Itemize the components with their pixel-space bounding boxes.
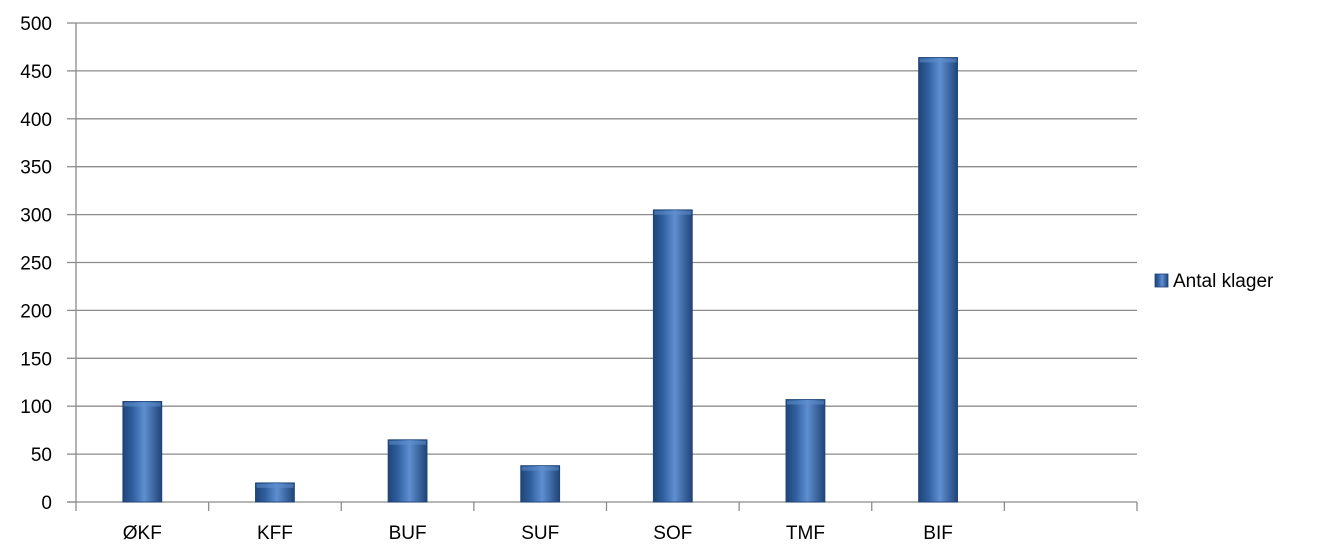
y-tick-label: 100 — [20, 397, 52, 418]
x-tick-labels: ØKF KFF BUF SUF SOF TMF BIF — [123, 523, 953, 544]
gridlines — [76, 22, 1137, 455]
bar-bevel — [123, 402, 161, 407]
bars — [122, 57, 958, 503]
y-tick-label: 50 — [31, 445, 52, 466]
y-tick-label: 400 — [20, 110, 52, 131]
x-tick-label: BIF — [923, 523, 953, 544]
axes — [67, 22, 1138, 511]
y-tick-label: 200 — [20, 301, 52, 322]
bar-body — [387, 439, 428, 503]
bar — [785, 399, 826, 503]
y-tick-label: 450 — [20, 62, 52, 83]
x-tick-label: KFF — [257, 523, 293, 544]
y-tick-label: 150 — [20, 349, 52, 370]
bar-bevel — [654, 210, 692, 215]
y-tick-label: 250 — [20, 254, 52, 275]
bar-body — [785, 399, 826, 503]
bar — [520, 465, 561, 503]
bar-bevel — [521, 466, 559, 471]
legend-swatch — [1154, 273, 1169, 288]
bar-body — [520, 465, 561, 503]
x-tick-label: SOF — [653, 523, 692, 544]
y-tick-label: 500 — [20, 14, 52, 35]
x-tick-label: SUF — [521, 523, 559, 544]
bar — [652, 209, 693, 503]
x-tick-label: ØKF — [123, 523, 162, 544]
y-tick-label: 300 — [20, 206, 52, 227]
legend-label: Antal klager — [1173, 271, 1274, 292]
bar — [122, 401, 163, 503]
bar — [918, 57, 958, 503]
bar-body — [652, 209, 693, 503]
bar-bevel — [919, 58, 957, 63]
bar-bevel — [256, 483, 294, 488]
bar-bevel — [786, 400, 824, 405]
y-tick-label: 0 — [41, 493, 52, 514]
x-tick-label: TMF — [786, 523, 825, 544]
bar — [387, 439, 428, 503]
legend: Antal klager — [1154, 271, 1274, 292]
x-tick-label: BUF — [389, 523, 427, 544]
y-tick-label: 350 — [20, 158, 52, 179]
bar-bevel — [389, 440, 427, 445]
bar-body — [918, 57, 958, 503]
bar-body — [122, 401, 163, 503]
y-tick-labels: 0 50 100 150 200 250 300 350 400 450 500 — [20, 14, 52, 514]
bar — [255, 482, 295, 503]
